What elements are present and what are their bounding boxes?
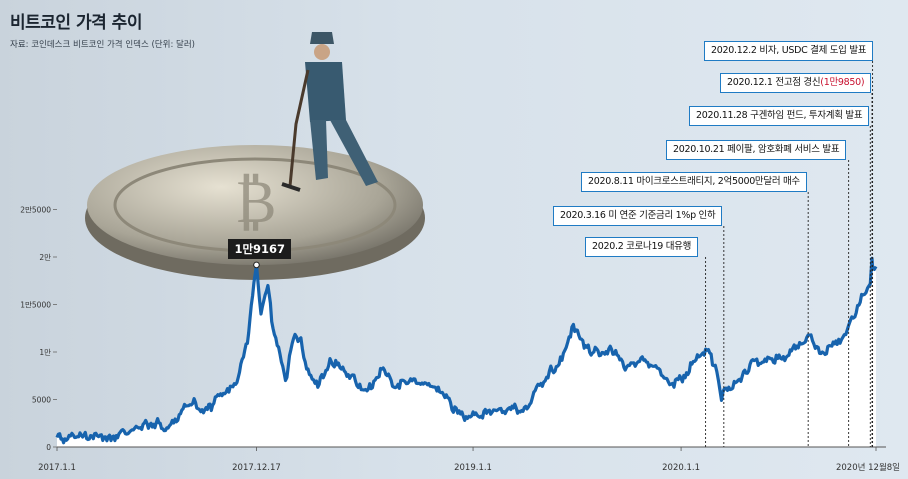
event-text: 페이팔, 암호화폐 서비스 발표 [727,144,840,155]
y-tick-label: 5000 [32,396,51,405]
event-date: 2020.12.1 [727,77,776,88]
miner-figure-icon [281,32,378,192]
event-text: 전고점 경신 [775,77,821,88]
price-line [55,256,878,445]
event-callout: 2020.12.1 전고점 경신(1만9850) [720,73,872,93]
event-date: 2020.11.28 [696,110,751,121]
x-tick-label: 2017.1.1 [38,463,76,473]
event-text: 코로나19 대유행 [626,241,692,252]
event-text: 비자, USDC 결제 도입 발표 [759,45,867,56]
event-date: 2020.3.16 [560,210,609,221]
y-tick-label: 2만 [39,253,51,262]
x-tick-label: 2019.1.1 [454,463,492,473]
event-date: 2020.10.21 [673,144,728,155]
event-highlight: (1만9850) [820,77,865,88]
x-tick-label: 2017.12.17 [232,463,281,473]
y-tick-label: 2만5000 [20,206,51,215]
x-tick-label: 2020년 12월8일 [836,462,900,473]
event-callout: 2020.8.11 마이크로스트래티지, 2억5000만달러 매수 [581,172,807,192]
event-date: 2020.8.11 [588,176,637,187]
event-date: 2020.2 [592,241,627,252]
svg-text:₿: ₿ [235,167,276,237]
event-text: 마이크로스트래티지, 2억5000만달러 매수 [636,176,800,187]
y-tick-label: 0 [46,443,51,452]
peak-marker [253,261,260,269]
chart-source-note: 자료: 코인데스크 비트코인 가격 인덱스 (단위: 달러) [10,40,195,50]
event-date: 2020.12.2 [711,45,760,56]
bitcoin-coin-icon: ₿ [85,145,425,280]
event-callout: 2020.10.21 페이팔, 암호화폐 서비스 발표 [666,140,847,160]
chart-title: 비트코인 가격 추이 [10,13,142,33]
y-tick-label: 1만5000 [20,301,51,310]
peak-label: 1만9167 [228,238,292,259]
event-text: 미 연준 기준금리 1%p 인하 [608,210,716,221]
y-tick-label: 1만 [39,348,51,357]
x-tick-label: 2020.1.1 [662,463,700,473]
event-callout: 2020.11.28 구겐하임 펀드, 투자계획 발표 [689,106,870,126]
event-callout: 2020.2 코로나19 대유행 [585,237,699,257]
event-callout: 2020.12.2 비자, USDC 결제 도입 발표 [704,41,874,61]
price-area-fill [57,258,876,447]
event-text: 구겐하임 펀드, 투자계획 발표 [750,110,863,121]
event-callout: 2020.3.16 미 연준 기준금리 1%p 인하 [553,206,723,226]
